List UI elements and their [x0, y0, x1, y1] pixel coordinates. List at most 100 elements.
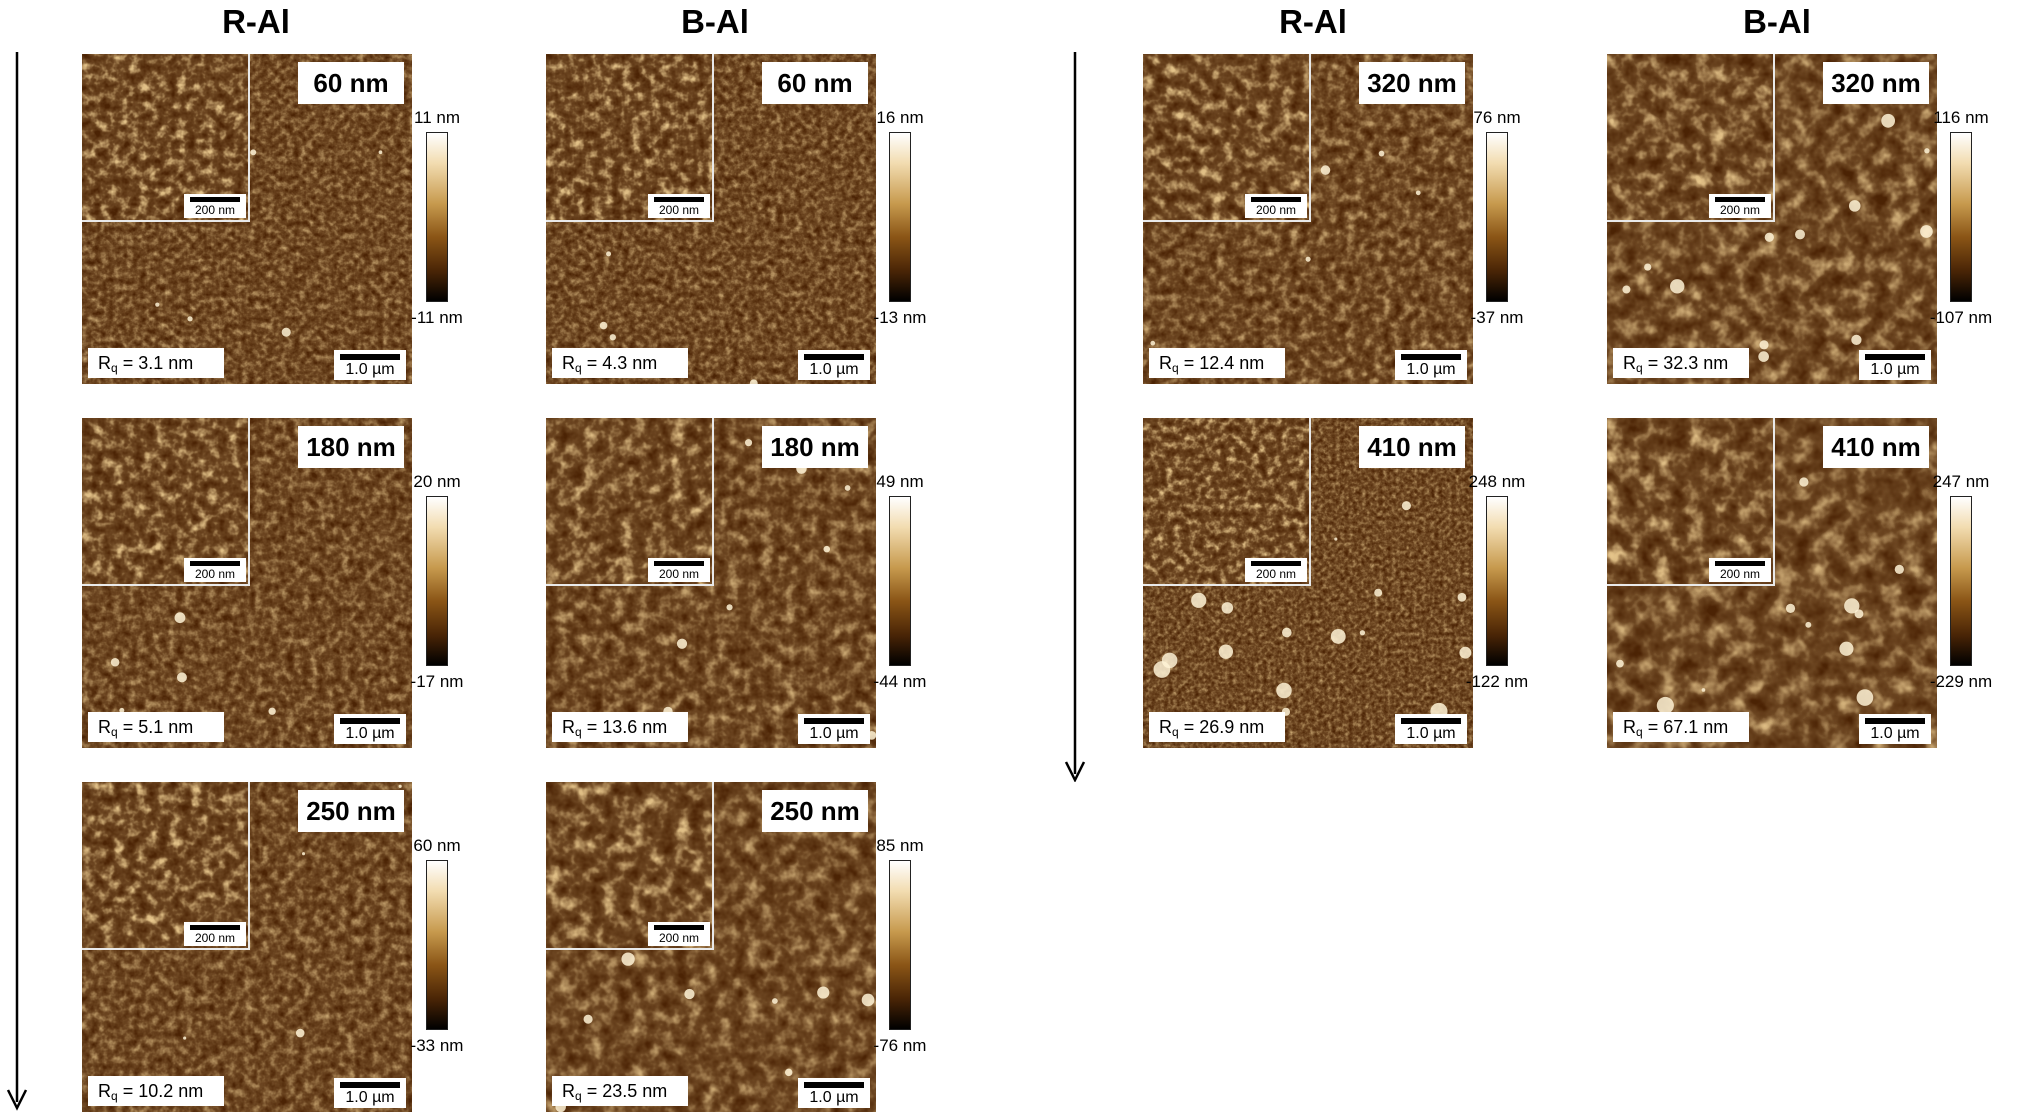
colorbar-max-label: 11 nm [414, 108, 460, 127]
scale-bar-line [1865, 354, 1925, 360]
scale-bar-label: 1.0 µm [345, 361, 395, 378]
scale-bar: 1.0 µm [798, 1078, 870, 1108]
colorbar-min-label: -229 nm [1929, 672, 1993, 691]
inset-scale-label: 200 nm [658, 203, 700, 217]
film-thickness-label: 320 nm [1359, 62, 1465, 104]
inset-scale-bar: 200 nm [648, 922, 710, 946]
header-b-al-left: B-Al [681, 3, 749, 40]
rms-roughness-label: Rq = 67.1 nm [1613, 712, 1749, 742]
height-colorbar [1950, 132, 1972, 302]
afm-image-panel: 200 nm 250 nm Rq = 10.2 nm 1.0 µm [82, 782, 412, 1112]
rms-roughness-label: Rq = 12.4 nm [1149, 348, 1285, 378]
colorbar-max-label: 116 nm [1933, 108, 1989, 127]
inset-scale-bar: 200 nm [184, 194, 246, 218]
scale-bar-line [804, 354, 864, 360]
height-colorbar [426, 496, 448, 666]
inset-scale-label: 200 nm [1719, 203, 1761, 217]
scale-bar: 1.0 µm [1859, 350, 1931, 380]
inset-scale-bar-line [190, 561, 240, 566]
inset-scale-bar-line [1251, 197, 1301, 202]
rms-roughness-label: Rq = 23.5 nm [552, 1076, 688, 1106]
film-thickness-label: 60 nm [762, 62, 868, 104]
scale-bar-line [340, 718, 400, 724]
zoomed-inset: 200 nm [1143, 54, 1311, 222]
film-thickness-label: 410 nm [1359, 426, 1465, 468]
inset-scale-bar-line [1251, 561, 1301, 566]
height-colorbar [1486, 496, 1508, 666]
colorbar-max-label: 247 nm [1932, 472, 1990, 491]
afm-image-panel: 200 nm 60 nm Rq = 4.3 nm 1.0 µm [546, 54, 876, 384]
scale-bar-line [1401, 354, 1461, 360]
inset-scale-label: 200 nm [194, 567, 236, 581]
afm-image-panel: 200 nm 180 nm Rq = 5.1 nm 1.0 µm [82, 418, 412, 748]
inset-scale-label: 200 nm [1255, 567, 1297, 581]
height-colorbar [889, 496, 911, 666]
inset-scale-bar: 200 nm [1245, 194, 1307, 218]
inset-scale-bar: 200 nm [1709, 194, 1771, 218]
height-colorbar [1486, 132, 1508, 302]
film-thickness-label: 250 nm [298, 790, 404, 832]
colorbar-min-label: -107 nm [1929, 308, 1993, 327]
zoomed-inset: 200 nm [82, 54, 250, 222]
rms-roughness-label: Rq = 5.1 nm [88, 712, 224, 742]
film-thickness-label: 180 nm [298, 426, 404, 468]
scale-bar-line [1401, 718, 1461, 724]
scale-bar-label: 1.0 µm [809, 1089, 859, 1106]
inset-scale-bar-line [190, 925, 240, 930]
zoomed-inset: 200 nm [1143, 418, 1311, 586]
scale-bar-label: 1.0 µm [1406, 361, 1456, 378]
zoomed-inset: 200 nm [82, 782, 250, 950]
afm-image-panel: 200 nm 320 nm Rq = 32.3 nm 1.0 µm [1607, 54, 1937, 384]
scale-bar-line [804, 1082, 864, 1088]
inset-scale-bar: 200 nm [1709, 558, 1771, 582]
colorbar-min-label: -33 nm [410, 1036, 464, 1055]
zoomed-inset: 200 nm [1607, 418, 1775, 586]
film-thickness-label: 410 nm [1823, 426, 1929, 468]
header-b-al-right: B-Al [1743, 3, 1811, 40]
rms-roughness-label: Rq = 32.3 nm [1613, 348, 1749, 378]
film-thickness-label: 320 nm [1823, 62, 1929, 104]
scale-bar-line [340, 1082, 400, 1088]
scale-bar-label: 1.0 µm [809, 361, 859, 378]
scale-bar-line [340, 354, 400, 360]
rms-roughness-label: Rq = 10.2 nm [88, 1076, 224, 1106]
rms-roughness-label: Rq = 26.9 nm [1149, 712, 1285, 742]
scale-bar-label: 1.0 µm [1870, 725, 1920, 742]
afm-image-panel: 200 nm 410 nm Rq = 26.9 nm 1.0 µm [1143, 418, 1473, 748]
colorbar-max-label: 248 nm [1468, 472, 1526, 491]
inset-scale-bar-line [190, 197, 240, 202]
colorbar-max-label: 49 nm [876, 472, 924, 491]
inset-scale-bar-line [654, 561, 704, 566]
rms-roughness-label: Rq = 3.1 nm [88, 348, 224, 378]
rms-roughness-label: Rq = 13.6 nm [552, 712, 688, 742]
scale-bar: 1.0 µm [1395, 714, 1467, 744]
scale-bar: 1.0 µm [334, 350, 406, 380]
scale-bar-line [1865, 718, 1925, 724]
scale-bar: 1.0 µm [334, 714, 406, 744]
scale-bar: 1.0 µm [798, 714, 870, 744]
scale-bar-label: 1.0 µm [1406, 725, 1456, 742]
height-colorbar [426, 860, 448, 1030]
header-r-al-left: R-Al [222, 3, 290, 40]
inset-scale-bar: 200 nm [184, 558, 246, 582]
inset-scale-bar: 200 nm [648, 194, 710, 218]
zoomed-inset: 200 nm [1607, 54, 1775, 222]
zoomed-inset: 200 nm [546, 782, 714, 950]
inset-scale-bar: 200 nm [1245, 558, 1307, 582]
scale-bar: 1.0 µm [1395, 350, 1467, 380]
colorbar-max-label: 85 nm [876, 836, 924, 855]
inset-scale-bar-line [654, 197, 704, 202]
scale-bar-label: 1.0 µm [345, 725, 395, 742]
scale-bar-line [804, 718, 864, 724]
afm-image-panel: 200 nm 250 nm Rq = 23.5 nm 1.0 µm [546, 782, 876, 1112]
film-thickness-label: 250 nm [762, 790, 868, 832]
inset-scale-bar: 200 nm [648, 558, 710, 582]
inset-scale-label: 200 nm [658, 567, 700, 581]
inset-scale-bar-line [1715, 561, 1765, 566]
colorbar-max-label: 16 nm [876, 108, 924, 127]
inset-scale-label: 200 nm [1719, 567, 1761, 581]
colorbar-max-label: 76 nm [1473, 108, 1521, 127]
scale-bar-label: 1.0 µm [809, 725, 859, 742]
colorbar-min-label: -11 nm [411, 308, 463, 327]
thickness-arrow-left [6, 52, 28, 1111]
